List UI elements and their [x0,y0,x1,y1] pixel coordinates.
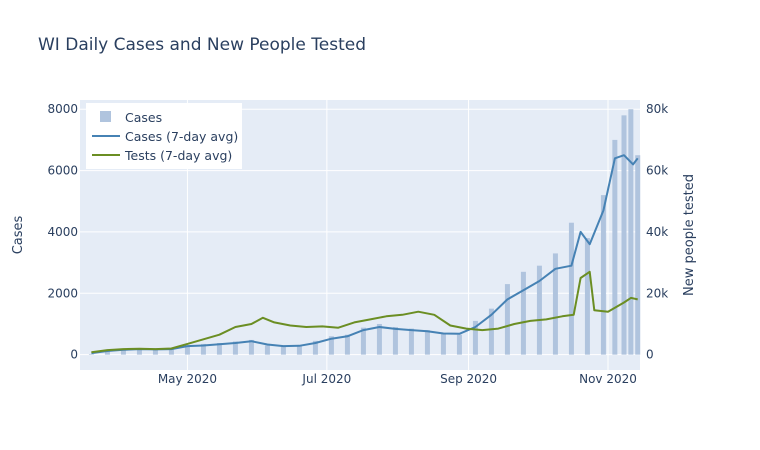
cases-bar [200,343,206,355]
cases-bar [456,334,462,355]
cases-bar [376,323,382,355]
cases-bar [104,350,110,355]
y2-tick-label: 20k [646,286,668,300]
chart-title: WI Daily Cases and New People Tested [38,35,366,55]
y-axis-title: Cases [11,215,26,254]
cases-bar [408,328,414,355]
cases-bar [88,354,94,355]
cases-bar [424,330,430,355]
y2-tick-label: 80k [646,102,668,116]
cases-bar [568,222,574,355]
cases-bar [232,341,238,355]
cases-bar [600,195,606,355]
cases-bar [552,253,558,355]
y2-tick-label: 60k [646,164,668,178]
cases-bar [296,345,302,355]
cases-bar [440,333,446,355]
legend-label-tests-avg: Tests (7-day avg) [124,148,232,163]
y-tick-label: 2000 [47,286,78,300]
cases-bars [88,109,641,355]
y-tick-label: 4000 [47,225,78,239]
x-tick-label: Jul 2020 [301,372,351,386]
cases-bar [621,115,627,355]
cases-bar [488,308,494,355]
cases-bar [216,343,222,355]
cases-bar [312,340,318,355]
legend-swatch-cases [100,111,111,122]
cases-bar [360,327,366,355]
cases-bar [168,348,174,355]
cases-bar [328,336,334,355]
cases-bar [536,265,542,355]
legend-label-cases: Cases [125,110,162,125]
legend-label-cases-avg: Cases (7-day avg) [125,129,238,144]
cases-bar [184,345,190,355]
cases-avg-line [91,154,639,355]
y2-tick-label: 0 [646,348,654,362]
x-axis-ticks: May 2020 Jul 2020 Sep 2020 Nov 2020 [158,372,637,386]
y2-axis-ticks: 0 20k 40k 60k 80k [646,102,668,361]
x-tick-label: May 2020 [158,372,217,386]
series-lines [91,154,639,355]
cases-bar [504,284,510,355]
cases-bar [635,155,641,355]
cases-bar [152,349,158,355]
cases-bar [584,238,590,355]
cases-bar [280,346,286,355]
cases-bar [136,349,142,355]
x-tick-label: Sep 2020 [440,372,497,386]
y-tick-label: 0 [70,348,78,362]
y-tick-label: 6000 [47,164,78,178]
cases-bar [628,109,634,355]
cases-bar [264,345,270,355]
x-tick-label: Nov 2020 [579,372,637,386]
y2-tick-label: 40k [646,225,668,239]
legend: Cases Cases (7-day avg) Tests (7-day avg… [86,103,242,169]
y-axis-ticks: 0 2000 4000 6000 8000 [47,102,78,361]
cases-bar [120,348,126,355]
cases-bar [520,271,526,355]
cases-bar [344,334,350,355]
tests-avg-line [91,270,638,354]
cases-bar [472,320,478,355]
cases-bar [612,139,618,355]
y-tick-label: 8000 [47,102,78,116]
cases-bar [248,339,254,355]
cases-bar [392,327,398,355]
y2-axis-title: New people tested [682,174,697,296]
